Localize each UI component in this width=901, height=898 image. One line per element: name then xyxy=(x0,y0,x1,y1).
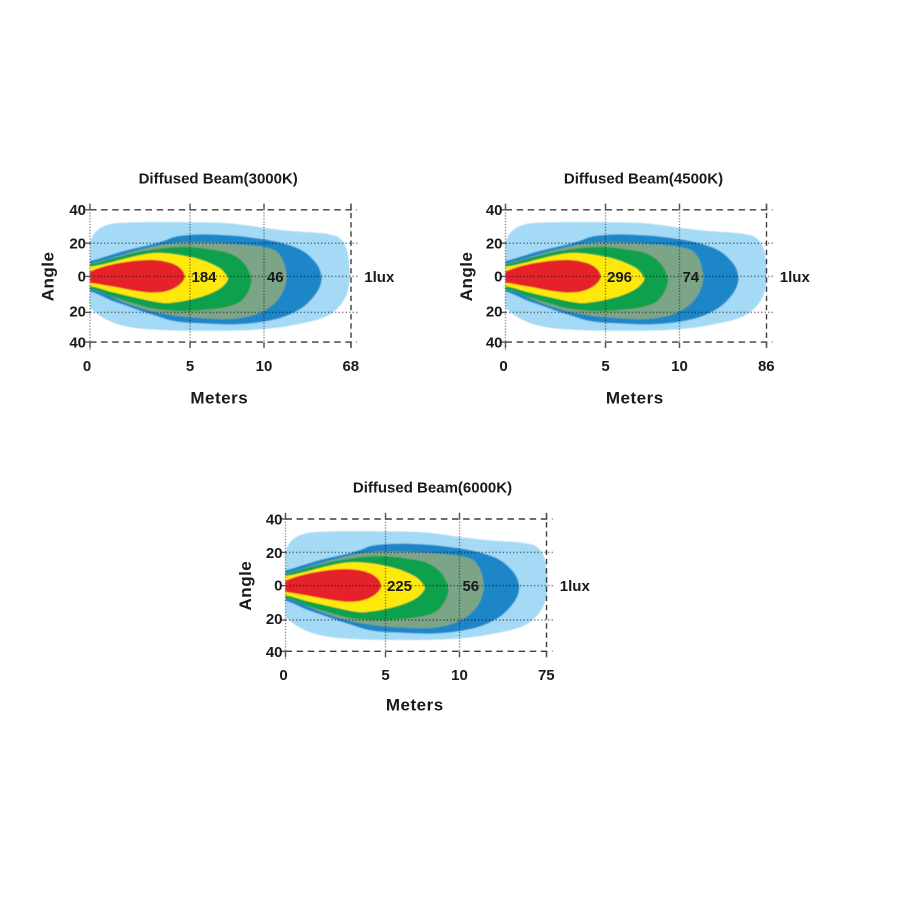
svg-text:68: 68 xyxy=(342,358,359,375)
svg-text:20: 20 xyxy=(69,236,86,253)
svg-text:0: 0 xyxy=(494,269,502,286)
svg-text:1lux: 1lux xyxy=(364,269,395,286)
svg-text:5: 5 xyxy=(381,667,389,684)
svg-text:0: 0 xyxy=(274,578,282,595)
svg-text:184: 184 xyxy=(191,269,217,286)
svg-text:40: 40 xyxy=(266,511,283,528)
svg-text:40: 40 xyxy=(486,202,503,219)
svg-text:20: 20 xyxy=(69,304,86,321)
svg-text:20: 20 xyxy=(266,545,283,562)
svg-text:1lux: 1lux xyxy=(780,269,811,286)
svg-text:Meters: Meters xyxy=(190,389,248,408)
svg-text:10: 10 xyxy=(256,358,273,375)
svg-text:0: 0 xyxy=(279,667,287,684)
svg-text:20: 20 xyxy=(486,236,503,253)
svg-text:Diffused Beam(6000K): Diffused Beam(6000K) xyxy=(353,480,512,497)
svg-text:0: 0 xyxy=(499,358,507,375)
svg-text:1lux: 1lux xyxy=(560,578,591,595)
svg-text:Meters: Meters xyxy=(606,389,664,408)
svg-text:296: 296 xyxy=(607,269,632,286)
svg-text:Angle: Angle xyxy=(39,252,58,302)
svg-text:10: 10 xyxy=(451,667,468,684)
svg-text:40: 40 xyxy=(266,644,283,661)
svg-text:56: 56 xyxy=(462,578,479,595)
svg-text:225: 225 xyxy=(387,578,412,595)
svg-text:0: 0 xyxy=(83,358,91,375)
svg-text:Diffused Beam(4500K): Diffused Beam(4500K) xyxy=(564,170,723,187)
svg-text:74: 74 xyxy=(682,269,699,286)
svg-text:20: 20 xyxy=(266,611,283,628)
svg-text:46: 46 xyxy=(267,269,284,286)
svg-text:Angle: Angle xyxy=(236,561,255,611)
svg-text:20: 20 xyxy=(486,304,503,321)
svg-text:40: 40 xyxy=(486,335,503,352)
svg-text:5: 5 xyxy=(186,358,194,375)
svg-text:5: 5 xyxy=(601,358,609,375)
svg-text:40: 40 xyxy=(69,202,86,219)
svg-text:Angle: Angle xyxy=(457,252,476,302)
svg-text:0: 0 xyxy=(78,269,86,286)
svg-text:75: 75 xyxy=(538,667,555,684)
svg-text:Meters: Meters xyxy=(386,695,444,714)
svg-text:10: 10 xyxy=(671,358,688,375)
svg-text:Diffused Beam(3000K): Diffused Beam(3000K) xyxy=(139,170,298,187)
svg-text:40: 40 xyxy=(69,335,86,352)
svg-text:86: 86 xyxy=(758,358,775,375)
